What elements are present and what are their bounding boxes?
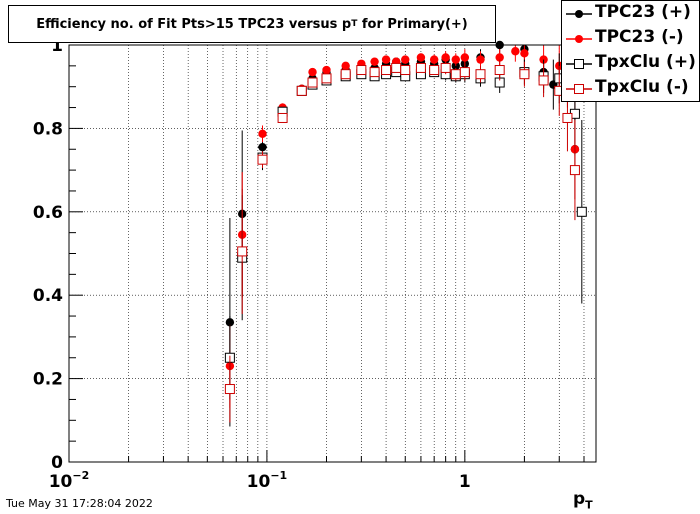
- grid-lines: [68, 45, 596, 462]
- axes: 0 0.2 0.4 0.6 0.8 1 10−2 10−1 1: [33, 36, 585, 492]
- data-point: [340, 69, 351, 80]
- legend-entry-tpxclu-minus: TpxClu (-): [562, 76, 700, 100]
- data-point: [416, 53, 426, 62]
- series-tpc23-: [225, 40, 580, 427]
- legend-label: TPC23 (-): [595, 27, 684, 47]
- data-point: [475, 69, 486, 80]
- data-point: [450, 69, 461, 80]
- data-point: [341, 61, 350, 71]
- data-markers: [224, 40, 587, 427]
- data-point: [495, 53, 504, 62]
- legend-entry-tpc23-plus: TPC23 (+): [562, 1, 700, 25]
- data-point: [460, 53, 470, 62]
- chart-title-main: Efficiency no. of Fit Pts>15 TPC23 versu…: [36, 16, 352, 32]
- y-tick-label: 0.8: [33, 119, 63, 139]
- legend-marker-open-square-black: [566, 59, 592, 69]
- legend-entry-tpxclu-plus: TpxClu (+): [562, 51, 700, 75]
- data-point: [356, 65, 367, 76]
- data-point: [494, 65, 505, 76]
- data-point: [459, 67, 470, 78]
- data-point: [224, 384, 235, 395]
- legend-label: TpxClu (+): [595, 52, 696, 72]
- data-point: [476, 55, 485, 64]
- data-point: [322, 65, 331, 75]
- data-point: [237, 246, 248, 257]
- data-point: [391, 62, 402, 73]
- data-point: [307, 77, 318, 88]
- data-point: [538, 75, 549, 86]
- x-tick-label: 10−1: [247, 469, 288, 492]
- x-tick-label: 10−2: [49, 469, 90, 492]
- data-point: [321, 73, 332, 84]
- legend-label: TPC23 (+): [595, 2, 691, 22]
- data-point: [415, 62, 426, 73]
- plot-frame: [68, 44, 597, 463]
- data-point: [308, 67, 317, 77]
- x-tick-label: 1: [459, 472, 471, 492]
- chart-title-sub: T: [351, 19, 358, 29]
- y-tick-label: 0.2: [33, 370, 63, 390]
- data-point: [429, 65, 440, 76]
- data-point: [401, 55, 410, 64]
- data-point: [381, 65, 392, 76]
- data-point: [511, 47, 520, 56]
- data-point: [451, 55, 460, 64]
- legend-marker-open-square-red: [566, 84, 592, 94]
- data-point: [441, 53, 450, 62]
- chart-title-tail: for Primary(+): [357, 16, 468, 32]
- y-tick-label: 0: [51, 453, 63, 473]
- data-point: [257, 154, 268, 165]
- data-point: [400, 65, 411, 76]
- data-point: [369, 67, 380, 78]
- legend-label: TpxClu (-): [595, 77, 689, 97]
- legend: TPC23 (+) TPC23 (-) TpxClu (+) TpxClu (-…: [561, 0, 700, 102]
- timestamp: Tue May 31 17:28:04 2022: [6, 497, 153, 510]
- data-point: [569, 165, 580, 176]
- y-tick-label: 1: [51, 36, 63, 56]
- legend-marker-filled-circle-red: [566, 35, 592, 43]
- data-point: [381, 55, 391, 64]
- x-axis-label: pT: [573, 489, 593, 511]
- series-tpc23-: [225, 45, 580, 408]
- data-point: [277, 112, 288, 123]
- x-axis-label-sub: T: [585, 498, 593, 512]
- data-point: [296, 85, 307, 96]
- data-point: [370, 57, 379, 66]
- data-point: [258, 129, 267, 139]
- series-tpxclu-: [224, 59, 580, 423]
- y-tick-label: 0.6: [33, 203, 63, 223]
- data-point: [519, 69, 530, 80]
- data-point: [576, 206, 587, 217]
- x-axis-label-main: p: [573, 489, 586, 509]
- data-point: [440, 62, 451, 73]
- data-point: [562, 112, 573, 123]
- legend-marker-filled-circle-black: [566, 10, 592, 18]
- data-point: [520, 49, 529, 58]
- y-tick-label: 0.4: [33, 286, 63, 306]
- legend-entry-tpc23-minus: TPC23 (-): [562, 26, 700, 50]
- chart-title: Efficiency no. of Fit Pts>15 TPC23 versu…: [8, 5, 496, 43]
- data-point: [429, 55, 439, 64]
